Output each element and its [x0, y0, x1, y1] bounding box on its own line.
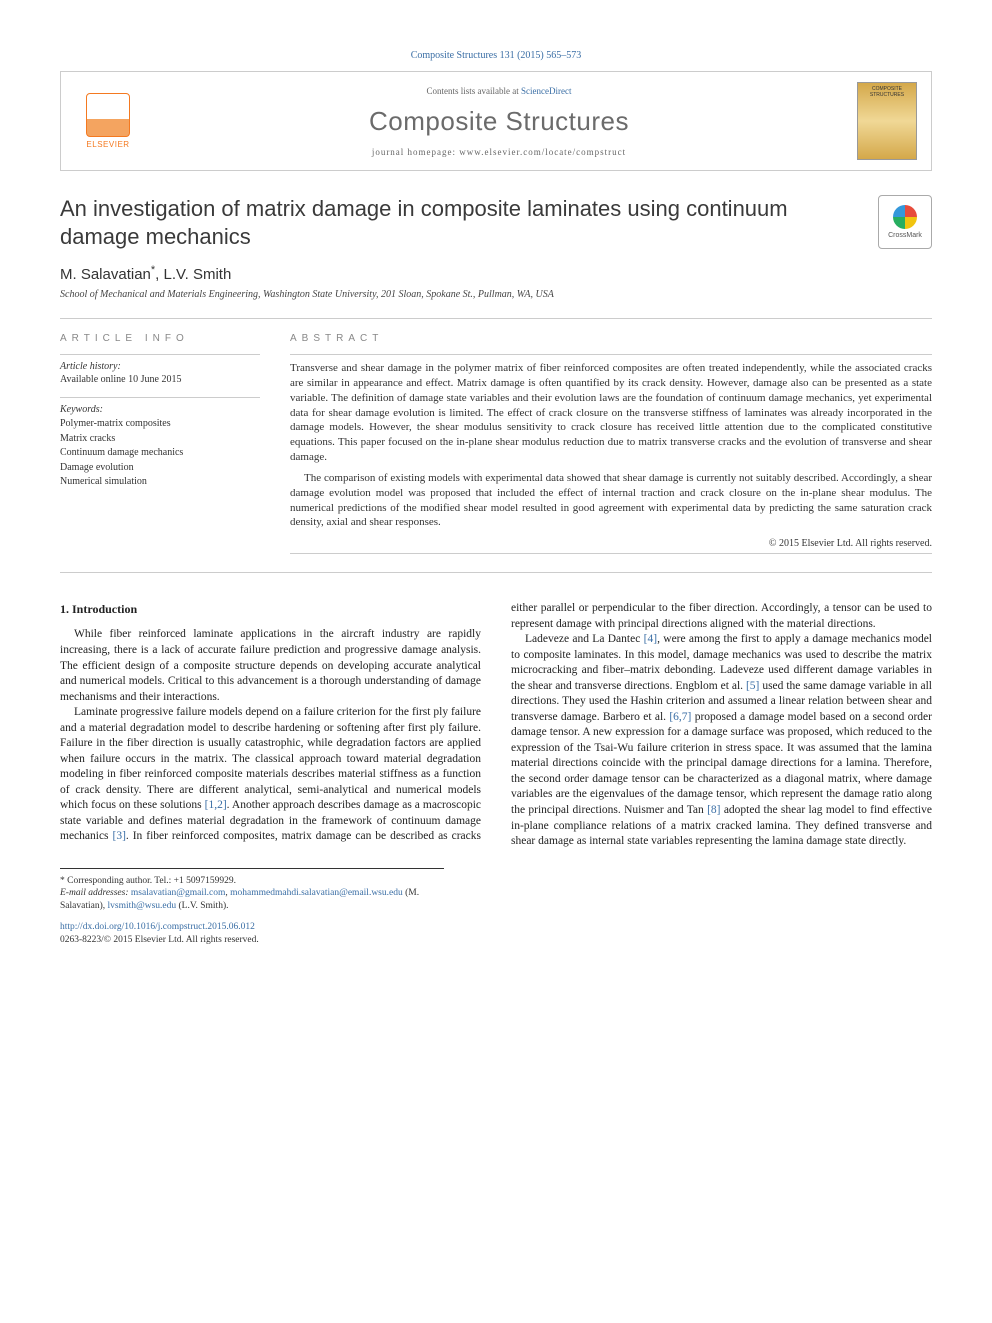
email-label: E-mail addresses:	[60, 888, 131, 898]
article-title: An investigation of matrix damage in com…	[60, 195, 858, 250]
journal-cover-thumb[interactable]: COMPOSITE STRUCTURES	[857, 82, 917, 160]
doi-link[interactable]: http://dx.doi.org/10.1016/j.compstruct.2…	[60, 922, 255, 932]
page-root: Composite Structures 131 (2015) 565–573 …	[0, 0, 992, 987]
ref-1-2[interactable]: [1,2]	[205, 799, 227, 811]
elsevier-tree-icon	[86, 93, 130, 137]
elsevier-logo[interactable]: ELSEVIER	[75, 84, 141, 158]
homepage-url[interactable]: www.elsevier.com/locate/compstruct	[459, 147, 626, 157]
info-abstract-row: ARTICLE INFO Article history: Available …	[60, 319, 932, 572]
copyright-line: © 2015 Elsevier Ltd. All rights reserved…	[290, 538, 932, 549]
homepage-prefix: journal homepage:	[372, 147, 459, 157]
header-box: ELSEVIER Contents lists available at Sci…	[60, 71, 932, 171]
ref-5[interactable]: [5]	[746, 680, 759, 692]
abstract-label: ABSTRACT	[290, 333, 932, 344]
keyword-item: Numerical simulation	[60, 475, 260, 490]
doi-block: http://dx.doi.org/10.1016/j.compstruct.2…	[60, 921, 444, 947]
article-info-label: ARTICLE INFO	[60, 333, 260, 344]
crossmark-badge[interactable]: CrossMark	[878, 195, 932, 249]
keywords-label: Keywords:	[60, 404, 260, 415]
header-citation: Composite Structures 131 (2015) 565–573	[60, 50, 932, 61]
ref-8[interactable]: [8]	[707, 804, 720, 816]
ref-4[interactable]: [4]	[644, 633, 657, 645]
footnote-block: * Corresponding author. Tel.: +1 5097159…	[60, 868, 444, 947]
sciencedirect-link[interactable]: ScienceDirect	[521, 86, 571, 96]
abstract-p2: The comparison of existing models with e…	[290, 471, 932, 530]
abstract-column: ABSTRACT Transverse and shear damage in …	[290, 333, 932, 554]
history-label: Article history:	[60, 361, 260, 372]
email-line: E-mail addresses: msalavatian@gmail.com,…	[60, 887, 444, 913]
body-columns: 1. Introduction While fiber reinforced l…	[60, 601, 932, 849]
affiliation: School of Mechanical and Materials Engin…	[60, 289, 932, 300]
title-row: An investigation of matrix damage in com…	[60, 195, 932, 250]
contents-line: Contents lists available at ScienceDirec…	[153, 86, 845, 96]
abstract-p1: Transverse and shear damage in the polym…	[290, 361, 932, 465]
homepage-line: journal homepage: www.elsevier.com/locat…	[153, 147, 845, 157]
ref-6-7[interactable]: [6,7]	[669, 711, 691, 723]
abstract-divider-2	[290, 553, 932, 554]
keywords-list: Polymer-matrix composites Matrix cracks …	[60, 417, 260, 490]
email-link-1[interactable]: msalavatian@gmail.com	[131, 888, 226, 898]
contents-prefix: Contents lists available at	[427, 86, 521, 96]
keyword-item: Matrix cracks	[60, 432, 260, 447]
header-center: Contents lists available at ScienceDirec…	[153, 86, 845, 157]
authors: M. Salavatian*, L.V. Smith	[60, 264, 932, 283]
abstract-text: Transverse and shear damage in the polym…	[290, 361, 932, 530]
section-heading-intro: 1. Introduction	[60, 601, 481, 617]
intro-p3: Ladeveze and La Dantec [4], were among t…	[511, 632, 932, 849]
history-text: Available online 10 June 2015	[60, 374, 260, 385]
email-link-2[interactable]: mohammedmahdi.salavatian@email.wsu.edu	[230, 888, 403, 898]
cover-label: COMPOSITE STRUCTURES	[858, 87, 916, 98]
email-link-3[interactable]: lvsmith@wsu.edu	[107, 901, 176, 911]
author-1[interactable]: M. Salavatian	[60, 266, 151, 283]
keyword-item: Continuum damage mechanics	[60, 446, 260, 461]
corresponding-note: * Corresponding author. Tel.: +1 5097159…	[60, 875, 444, 888]
crossmark-label: CrossMark	[888, 232, 922, 239]
intro-p1: While fiber reinforced laminate applicat…	[60, 627, 481, 705]
ref-3[interactable]: [3]	[112, 830, 125, 842]
keyword-item: Damage evolution	[60, 461, 260, 476]
elsevier-label: ELSEVIER	[86, 140, 129, 149]
crossmark-icon	[893, 205, 917, 229]
journal-name: Composite Structures	[153, 106, 845, 137]
divider-bottom	[60, 572, 932, 573]
issn-line: 0263-8223/© 2015 Elsevier Ltd. All right…	[60, 935, 259, 945]
author-2[interactable]: , L.V. Smith	[155, 266, 231, 283]
keyword-item: Polymer-matrix composites	[60, 417, 260, 432]
article-info-column: ARTICLE INFO Article history: Available …	[60, 333, 260, 554]
